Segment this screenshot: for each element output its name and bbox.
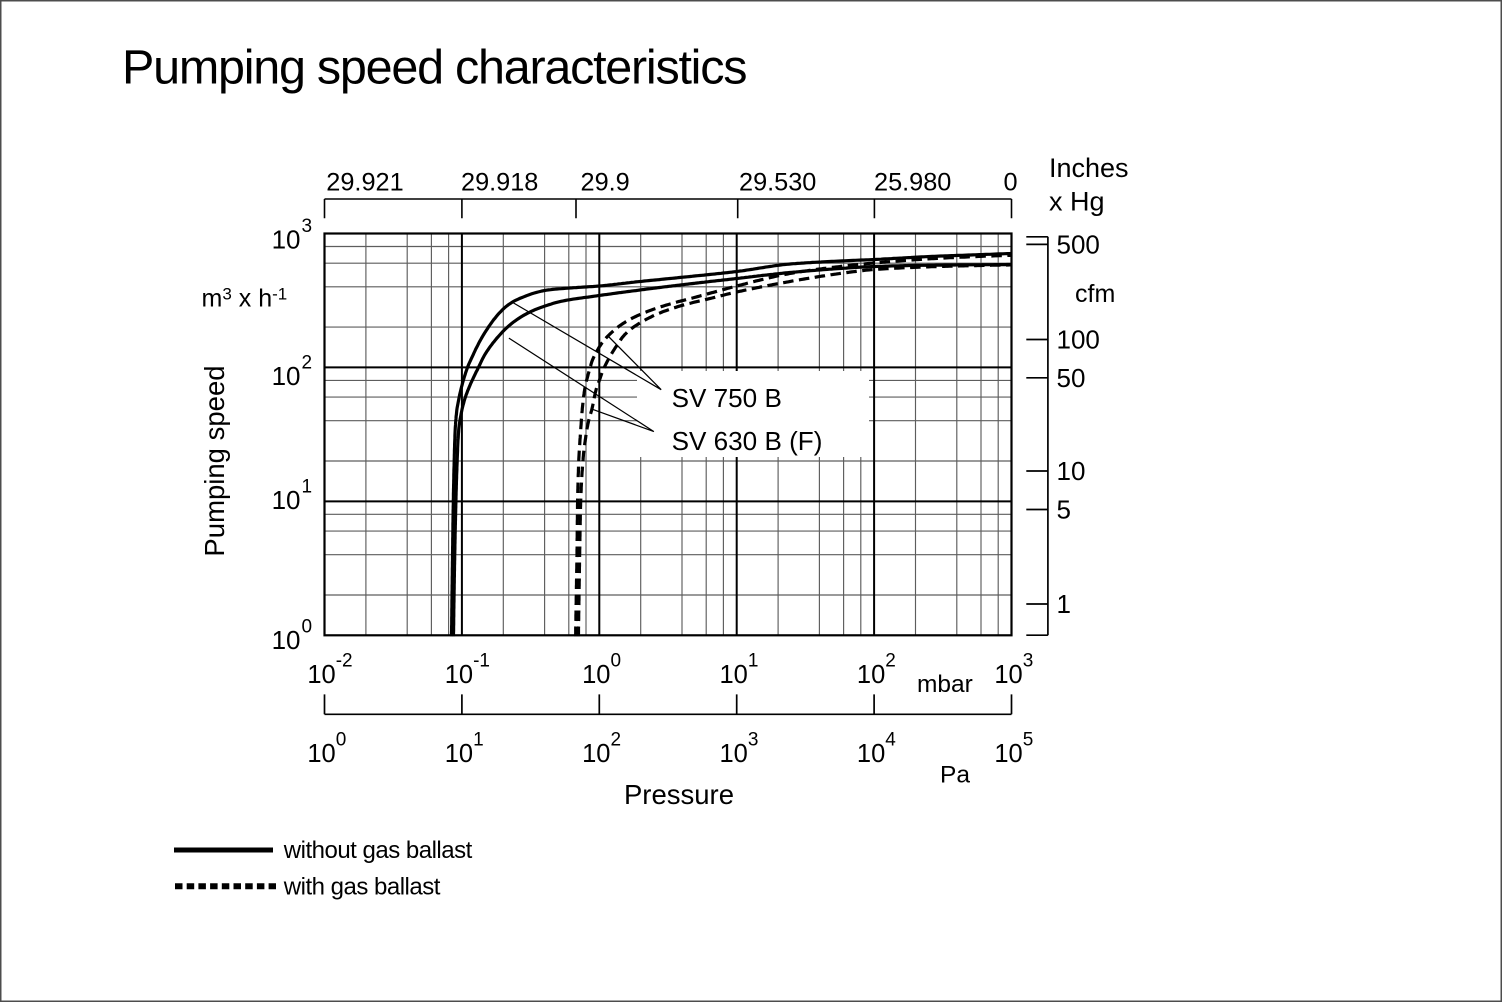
svg-text:10: 10 xyxy=(720,661,748,689)
svg-text:3: 3 xyxy=(1023,650,1034,671)
svg-text:2: 2 xyxy=(302,353,313,374)
svg-text:SV 750 B: SV 750 B xyxy=(672,383,782,413)
svg-text:4: 4 xyxy=(885,729,896,750)
svg-text:10: 10 xyxy=(307,661,335,689)
svg-text:10: 10 xyxy=(582,661,610,689)
svg-text:SV 630 B (F): SV 630 B (F) xyxy=(672,426,823,456)
svg-text:500: 500 xyxy=(1057,230,1100,260)
svg-text:0: 0 xyxy=(611,650,622,671)
svg-text:10: 10 xyxy=(994,740,1022,768)
svg-text:x Hg: x Hg xyxy=(1049,187,1105,217)
svg-text:1: 1 xyxy=(473,729,484,750)
svg-text:2: 2 xyxy=(885,650,896,671)
svg-text:0: 0 xyxy=(1003,169,1017,197)
svg-text:10: 10 xyxy=(307,740,335,768)
svg-text:10: 10 xyxy=(994,661,1022,689)
svg-text:1: 1 xyxy=(302,477,313,498)
svg-text:3: 3 xyxy=(302,216,313,237)
svg-text:cfm: cfm xyxy=(1075,280,1115,308)
svg-text:50: 50 xyxy=(1057,363,1086,393)
svg-text:0: 0 xyxy=(336,729,347,750)
svg-text:10: 10 xyxy=(272,361,301,391)
svg-text:29.921: 29.921 xyxy=(326,169,403,197)
svg-text:10: 10 xyxy=(272,225,301,255)
svg-text:Pressure: Pressure xyxy=(624,779,734,810)
svg-text:1: 1 xyxy=(748,650,759,671)
svg-text:Pumping speed characteristics: Pumping speed characteristics xyxy=(122,41,746,95)
svg-text:5: 5 xyxy=(1057,495,1071,525)
svg-text:3: 3 xyxy=(748,729,759,750)
svg-text:29.530: 29.530 xyxy=(739,169,816,197)
svg-text:25.980: 25.980 xyxy=(874,169,951,197)
svg-text:10: 10 xyxy=(857,740,885,768)
svg-text:29.9: 29.9 xyxy=(581,169,630,197)
svg-text:-2: -2 xyxy=(336,650,353,671)
svg-text:0: 0 xyxy=(302,617,313,638)
svg-text:mbar: mbar xyxy=(917,671,973,698)
svg-text:with gas ballast: with gas ballast xyxy=(283,874,441,901)
svg-text:100: 100 xyxy=(1057,325,1100,355)
svg-text:10: 10 xyxy=(720,740,748,768)
svg-text:10: 10 xyxy=(272,485,301,515)
svg-text:10: 10 xyxy=(857,661,885,689)
svg-text:Pumping speed: Pumping speed xyxy=(199,365,230,556)
svg-text:Pa: Pa xyxy=(940,761,970,788)
svg-text:without gas ballast: without gas ballast xyxy=(283,837,473,864)
svg-text:5: 5 xyxy=(1023,729,1034,750)
svg-text:10: 10 xyxy=(445,740,473,768)
svg-text:2: 2 xyxy=(611,729,622,750)
svg-text:10: 10 xyxy=(445,661,473,689)
svg-text:-1: -1 xyxy=(473,650,490,671)
svg-text:Inches: Inches xyxy=(1049,153,1129,183)
svg-text:1: 1 xyxy=(1057,589,1071,619)
svg-text:10: 10 xyxy=(272,625,301,655)
svg-text:10: 10 xyxy=(1057,456,1086,486)
svg-text:10: 10 xyxy=(582,740,610,768)
svg-text:29.918: 29.918 xyxy=(461,169,538,197)
